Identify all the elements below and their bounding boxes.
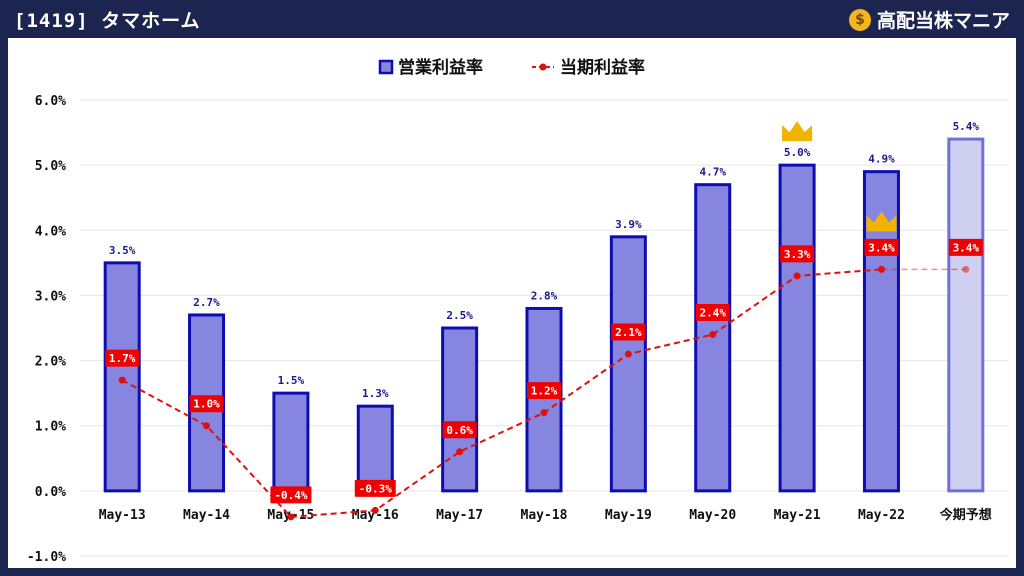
line-point xyxy=(709,331,717,339)
bar-data-label: 3.5% xyxy=(109,244,136,257)
money-bag-icon: $ xyxy=(848,8,871,31)
x-tick-label: May-21 xyxy=(774,508,821,523)
line-point xyxy=(371,506,379,514)
line-label-box xyxy=(105,349,140,367)
plot-area: 6.0% 5.0% 4.0% 3.0% 2.0% 1.0% 0.0% -1.0% 3.5% 2.7… xyxy=(8,38,1016,568)
bar-data-label: 1.5% xyxy=(278,374,305,387)
bar xyxy=(609,235,647,493)
line-label-box xyxy=(270,486,312,504)
line-point xyxy=(793,272,801,280)
line-data-label: 1.2% xyxy=(531,385,558,398)
x-tick-label: May-18 xyxy=(521,508,568,523)
line-point xyxy=(456,448,464,456)
bar-data-label: 2.5% xyxy=(446,309,473,322)
crown-icon xyxy=(782,121,813,142)
legend-line-label: 当期利益率 xyxy=(560,57,645,78)
line-point xyxy=(118,376,126,384)
x-tick-label: May-13 xyxy=(99,508,146,523)
legend-bar-swatch xyxy=(378,59,394,75)
x-tick-label: 今期予想 xyxy=(939,507,992,523)
line-point xyxy=(540,409,548,417)
x-tick-label: May-20 xyxy=(689,508,736,523)
x-tick-label: May-19 xyxy=(605,508,652,523)
y-tick-label: 3.0% xyxy=(35,289,66,304)
crown-icon xyxy=(866,211,897,232)
y-tick-label: 4.0% xyxy=(35,224,66,239)
line-point xyxy=(624,350,632,358)
x-tick-label: May-14 xyxy=(183,508,230,523)
brand-name: 高配当株マニア xyxy=(876,10,1010,32)
y-tick-label: 2.0% xyxy=(35,355,66,370)
bar xyxy=(441,326,479,493)
brand-logo: $ 高配当株マニア xyxy=(848,6,1010,33)
y-tick-label: 6.0% xyxy=(35,94,66,109)
line-data-label: -0.3% xyxy=(359,482,392,495)
line-label-box xyxy=(189,395,224,413)
line-data-label: 1.0% xyxy=(193,398,220,411)
line-label-box xyxy=(527,382,561,400)
bar-data-label: 5.4% xyxy=(953,120,980,133)
bar xyxy=(525,306,563,493)
bar-data-label: 2.7% xyxy=(193,296,220,309)
bar xyxy=(272,391,310,493)
page-title: [1419] タマホーム xyxy=(14,10,201,32)
legend-line-marker xyxy=(539,63,547,71)
profit-margin-line xyxy=(121,268,882,518)
line-label-box xyxy=(354,479,396,497)
y-tick-label: 5.0% xyxy=(35,159,66,174)
x-tick-label: May-22 xyxy=(858,508,905,523)
bar-data-label: 5.0% xyxy=(784,146,811,159)
line-label-box xyxy=(948,238,983,256)
line-point xyxy=(877,265,885,273)
line-label-box xyxy=(695,304,730,322)
bar xyxy=(947,137,985,493)
line-point xyxy=(203,422,211,430)
bar xyxy=(778,163,816,493)
line-data-label: 1.7% xyxy=(109,352,136,365)
line-data-label: 3.4% xyxy=(953,241,980,254)
line-data-label: -0.4% xyxy=(274,489,307,502)
bar xyxy=(356,404,394,493)
chart-svg: 6.0% 5.0% 4.0% 3.0% 2.0% 1.0% 0.0% -1.0% 3.5% 2.7… xyxy=(27,57,1008,565)
bar-data-label: 3.9% xyxy=(615,218,642,231)
y-tick-label: 1.0% xyxy=(35,420,66,435)
line-data-label: 3.3% xyxy=(784,248,811,261)
line-point xyxy=(287,513,295,521)
line-label-box xyxy=(442,421,477,439)
line-data-label: 2.1% xyxy=(615,326,642,339)
bar-data-label: 1.3% xyxy=(362,387,389,400)
line-label-box xyxy=(864,238,899,256)
line-data-label: 3.4% xyxy=(868,241,895,254)
line-data-label: 2.4% xyxy=(699,307,726,320)
line-label-box xyxy=(780,245,815,263)
x-tick-label: May-17 xyxy=(436,508,483,523)
line-point xyxy=(962,265,970,273)
bar-data-label: 2.8% xyxy=(531,289,558,302)
bar-data-label: 4.7% xyxy=(699,166,726,179)
y-tick-label: -1.0% xyxy=(27,550,66,565)
y-tick-label: 0.0% xyxy=(35,485,66,500)
legend-bar-label: 営業利益率 xyxy=(398,57,483,78)
line-data-label: 0.6% xyxy=(446,424,473,437)
line-label-box xyxy=(611,323,646,341)
bar-data-label: 4.9% xyxy=(868,153,895,166)
